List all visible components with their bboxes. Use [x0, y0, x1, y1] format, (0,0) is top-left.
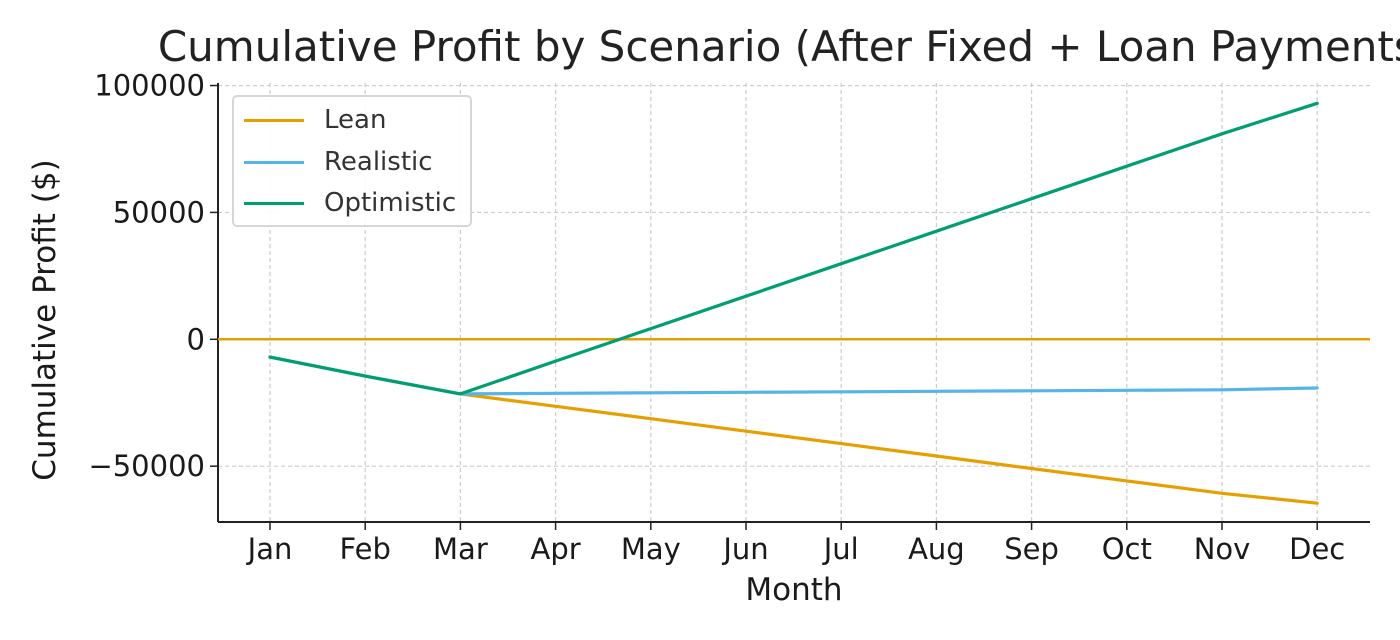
- x-tick-label: Jun: [721, 532, 768, 566]
- legend-swatch-realistic: [244, 160, 304, 164]
- y-tick-label: 50000: [113, 195, 205, 229]
- x-tick-label: Nov: [1194, 532, 1251, 566]
- x-tick-label: Aug: [908, 532, 965, 566]
- legend-label-lean: Lean: [324, 105, 387, 135]
- legend-swatch-lean: [244, 118, 304, 122]
- legend-item-optimistic: Optimistic: [244, 188, 456, 218]
- legend-label-realistic: Realistic: [324, 147, 433, 177]
- x-tick-label: Sep: [1004, 532, 1059, 566]
- legend-item-realistic: Realistic: [244, 147, 433, 177]
- x-axis-label: Month: [745, 572, 843, 608]
- x-tick-label: Jan: [246, 532, 293, 566]
- y-tick-label: 100000: [94, 69, 205, 103]
- x-tick-label: Apr: [531, 532, 581, 566]
- x-tick-label: May: [621, 532, 681, 566]
- legend-item-lean: Lean: [244, 105, 386, 135]
- legend-swatch-optimistic: [244, 201, 304, 205]
- chart-legend: Lean Realistic Optimistic: [232, 95, 472, 227]
- x-tick-label: Mar: [433, 532, 488, 566]
- y-tick-label: 0: [187, 322, 205, 356]
- chart-title: Cumulative Profit by Scenario (After Fix…: [157, 22, 1400, 71]
- series-line-optimistic: [268, 101, 1319, 396]
- x-tick-label: Oct: [1102, 532, 1152, 566]
- x-tick-label: Dec: [1289, 532, 1345, 566]
- y-tick-label: −50000: [88, 449, 205, 483]
- x-tick-label: Jul: [822, 532, 859, 566]
- series-line-lean: [268, 355, 1319, 505]
- y-axis-label: Cumulative Profit ($): [27, 159, 63, 481]
- legend-label-optimistic: Optimistic: [324, 188, 457, 218]
- x-tick-label: Feb: [340, 532, 391, 566]
